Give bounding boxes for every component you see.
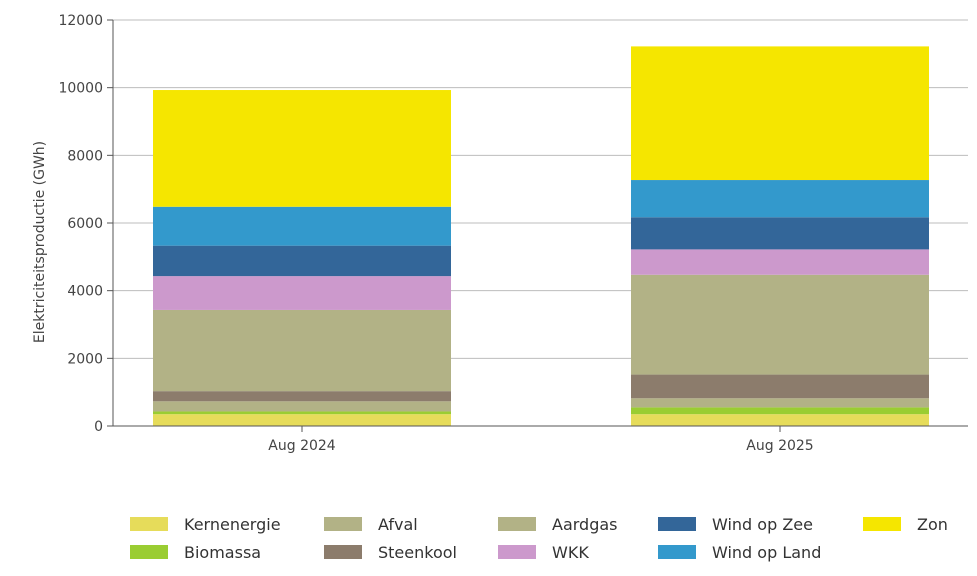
y-tick-label: 10000 <box>58 81 103 97</box>
bar-segment-afval <box>153 401 451 412</box>
y-tick-label: 6000 <box>67 216 103 232</box>
bar-segment-wkk <box>153 276 451 310</box>
legend-swatch <box>130 517 168 531</box>
legend-item: Steenkool <box>324 542 457 562</box>
bars <box>153 46 929 426</box>
bar-segment-aardgas <box>153 309 451 392</box>
legend-swatch <box>130 545 168 559</box>
x-tick-label: Aug 2024 <box>268 438 336 454</box>
bar-segment-kernenergie <box>631 414 929 426</box>
legend-swatch <box>498 545 536 559</box>
bar-segment-steenkool <box>153 391 451 402</box>
bar-segment-steenkool <box>631 374 929 399</box>
bar-segment-afval <box>631 398 929 408</box>
legend-swatch <box>863 517 901 531</box>
bar-segment-zon <box>153 90 451 207</box>
legend-item: Afval <box>324 514 418 534</box>
bar-segment-kernenergie <box>153 414 451 426</box>
legend-item: WKK <box>498 542 589 562</box>
bar-segment-biomassa <box>153 411 451 415</box>
axes: 0 2000 4000 6000 8000 10000 12000 Aug 2024 Aug 2… <box>58 13 968 454</box>
bar-segment-wind-op-zee <box>631 217 929 250</box>
legend-item: Wind op Zee <box>658 514 813 534</box>
legend-label: Wind op Zee <box>712 514 813 534</box>
legend-swatch <box>324 517 362 531</box>
legend-swatch <box>324 545 362 559</box>
y-tick-label: 12000 <box>58 13 103 29</box>
legend-label: Kernenergie <box>184 514 281 534</box>
legend-item: Wind op Land <box>658 542 821 562</box>
bar-segment-wind-op-land <box>631 180 929 218</box>
legend-label: Aardgas <box>552 514 618 534</box>
legend-label: Steenkool <box>378 542 457 562</box>
legend-swatch <box>658 517 696 531</box>
legend-label: Zon <box>917 514 948 534</box>
bar-segment-aardgas <box>631 274 929 375</box>
legend-label: WKK <box>552 542 589 562</box>
legend-label: Wind op Land <box>712 542 822 562</box>
y-tick-label: 2000 <box>67 351 103 367</box>
legend-swatch <box>498 517 536 531</box>
legend-swatch <box>658 545 696 559</box>
legend-item: Aardgas <box>498 514 618 534</box>
bar-segment-zon <box>631 46 929 181</box>
bar-segment-wind-op-land <box>153 206 451 246</box>
bar-segment-wkk <box>631 249 929 275</box>
y-axis-title: Elektriciteitsproductie (GWh) <box>32 141 48 343</box>
legend-item: Kernenergie <box>130 514 281 534</box>
y-tick-label: 4000 <box>67 284 103 300</box>
legend-item: Zon <box>863 514 948 534</box>
y-tick-label: 8000 <box>67 148 103 164</box>
y-tick-label: 0 <box>94 419 103 435</box>
legend-item: Biomassa <box>130 542 261 562</box>
legend-label: Biomassa <box>184 542 262 562</box>
x-tick-label: Aug 2025 <box>746 438 813 454</box>
legend: Kernenergie Biomassa Afval Steenkool Aardgas… <box>130 512 970 562</box>
legend-label: Afval <box>378 514 418 534</box>
bar-segment-wind-op-zee <box>153 245 451 277</box>
bar-segment-biomassa <box>631 407 929 415</box>
